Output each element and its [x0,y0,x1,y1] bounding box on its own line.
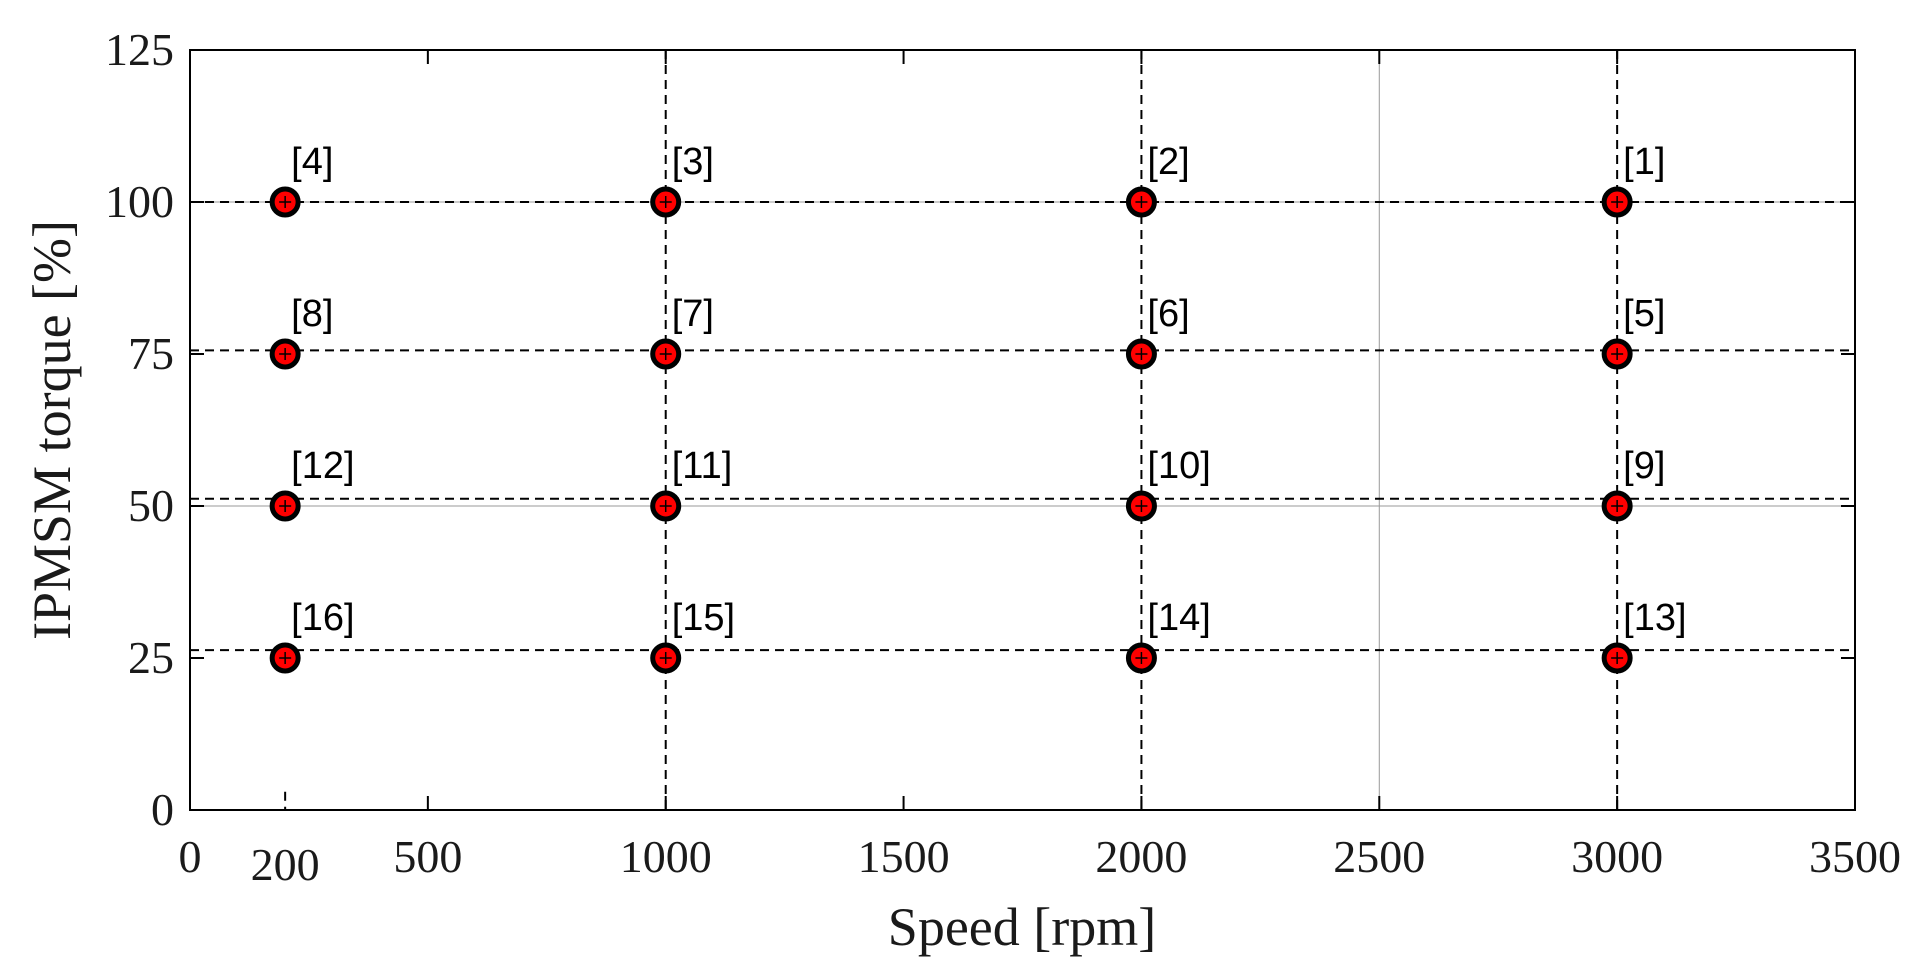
x-tick-label: 200 [251,839,320,890]
data-point: [15] [650,597,735,674]
point-label: [7] [672,293,714,335]
x-tick-label: 2000 [1095,831,1187,882]
y-tick-label: 100 [105,176,174,227]
point-label: [4] [291,141,333,183]
tick-labels: 0 200 500 1000 1500 2000 2500 3000 3500 0 25 50 75 10… [105,24,1901,890]
data-points: [1] [2] [3] [4] [5] [6] [7] [8] [9] [10] [11] [12] [… [269,141,1687,674]
data-point: [4] [269,141,333,218]
point-label: [1] [1623,141,1665,183]
point-label: [5] [1623,293,1665,335]
point-label: [10] [1147,445,1210,487]
data-point: [7] [650,293,714,370]
point-label: [8] [291,293,333,335]
x-tick-label: 1500 [858,831,950,882]
data-point: [13] [1601,597,1687,674]
data-point: [3] [650,141,714,218]
point-label: [13] [1623,597,1686,639]
data-point: [10] [1125,445,1211,522]
point-label: [14] [1147,597,1210,639]
data-point: [6] [1125,293,1190,370]
y-axis-label: IPMSM torque [%] [22,220,82,640]
data-point: [2] [1125,141,1190,218]
y-tick-label: 50 [128,480,174,531]
x-tick-label: 3000 [1571,831,1663,882]
point-label: [2] [1147,141,1189,183]
data-point: [12] [269,445,355,522]
plot-frame [189,49,1856,811]
x-tick-label: 0 [179,831,202,882]
data-point: [11] [650,445,733,522]
data-point: [8] [269,293,333,370]
grid-layer [190,50,1855,810]
data-point: [9] [1601,445,1665,522]
point-label: [3] [672,141,714,183]
x-tick-label: 500 [393,831,462,882]
point-label: [6] [1147,293,1189,335]
data-point: [14] [1125,597,1211,674]
point-label: [12] [291,445,354,487]
x-axis-label: Speed [rpm] [888,897,1156,957]
tick-marks [189,49,1856,811]
y-tick-label: 25 [128,632,174,683]
point-label: [9] [1623,445,1665,487]
data-point: [5] [1601,293,1665,370]
data-point: [1] [1601,141,1665,218]
point-label: [15] [672,597,735,639]
point-label: [16] [291,597,354,639]
reference-lines [190,50,1855,810]
point-label: [11] [672,445,733,487]
x-tick-label: 3500 [1809,831,1901,882]
data-point: [16] [269,597,355,674]
x-tick-label: 1000 [620,831,712,882]
y-tick-label: 75 [128,328,174,379]
y-tick-label: 125 [105,24,174,75]
x-tick-label: 2500 [1333,831,1425,882]
y-tick-label: 0 [151,784,174,835]
